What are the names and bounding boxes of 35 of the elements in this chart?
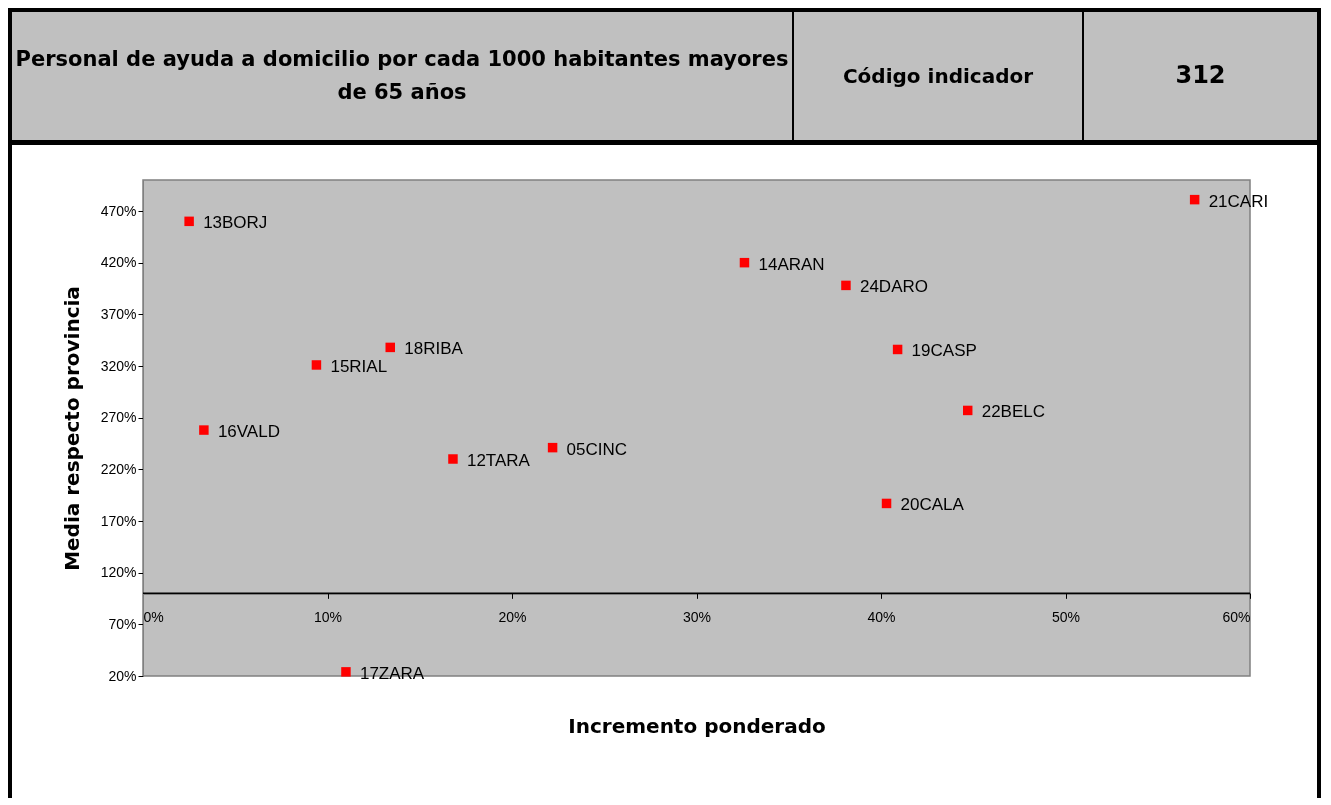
annotation: 19CASP <box>911 341 977 361</box>
y-tick-label: 470% <box>100 202 137 219</box>
y-tick-label: 220% <box>100 460 137 477</box>
y-tick-label: 370% <box>100 305 137 322</box>
x-tick-label: 20% <box>498 608 527 625</box>
annotation: 14ARAN <box>758 254 825 274</box>
annotation: 22BELC <box>981 402 1046 422</box>
annotation: 05CINC <box>566 439 628 459</box>
annotation: 21CARI <box>1208 191 1269 211</box>
annotation: 20CALA <box>900 495 965 515</box>
annotation: 15RIAL <box>330 356 388 376</box>
y-tick-label: 320% <box>100 357 137 374</box>
y-tick-label: 20% <box>108 667 137 684</box>
y-axis-title: Media respecto provincia <box>59 286 84 571</box>
y-tick-label: 270% <box>100 409 137 426</box>
annotation: 13BORJ <box>203 213 268 233</box>
annotation: 12TARA <box>466 451 531 470</box>
y-tick-label: 70% <box>108 615 137 632</box>
text: 312 <box>1174 60 1227 92</box>
y-tick-label: 120% <box>100 564 137 581</box>
y-tick-label: 420% <box>100 254 137 271</box>
y-tick-label: 170% <box>100 512 137 529</box>
x-tick-label: 40% <box>867 608 896 625</box>
x-axis-title: Incremento ponderado <box>568 713 826 738</box>
x-tick-label: 10% <box>313 608 343 625</box>
annotation: 17ZARA <box>359 663 425 683</box>
annotation: 16VALD <box>217 422 280 442</box>
x-tick-label: 0% <box>143 608 164 625</box>
x-tick-label: 30% <box>682 608 712 625</box>
x-tick-label: 60% <box>1222 608 1251 625</box>
annotation: 18RIBA <box>404 339 464 359</box>
annotation: 24DARO <box>859 277 928 297</box>
text: Código indicador <box>794 12 1084 140</box>
chart-title: Personal de ayuda a domicilio por cada 1000 habitantes mayores de 65 años <box>12 12 794 140</box>
x-tick-label: 50% <box>1051 608 1081 625</box>
